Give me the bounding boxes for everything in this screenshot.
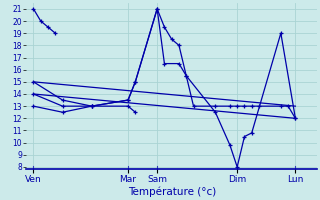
X-axis label: Température (°c): Température (°c) bbox=[128, 187, 216, 197]
